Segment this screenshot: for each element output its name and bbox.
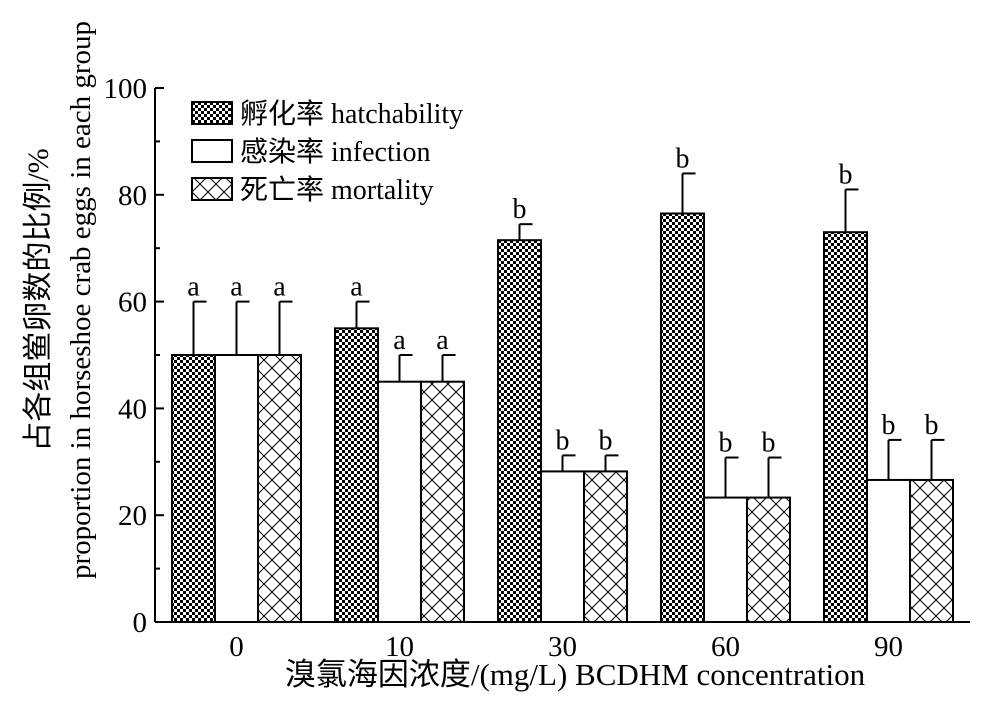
- bar: [377, 380, 422, 624]
- y-tick-label: 80: [118, 180, 147, 212]
- bars: a a a aa abb bbb bbb b: [171, 143, 954, 624]
- bar: [583, 470, 628, 623]
- bar: [497, 239, 542, 623]
- legend-swatch: [191, 177, 233, 201]
- bar: [746, 496, 791, 623]
- significance-label: a: [230, 272, 243, 303]
- significance-label: b: [882, 410, 896, 441]
- bar: [823, 231, 868, 623]
- significance-label: b: [762, 428, 776, 459]
- legend-label: 感染率 infection: [240, 136, 431, 168]
- y-tick-label: 100: [104, 73, 148, 105]
- bar: [703, 496, 748, 623]
- significance-label: b: [839, 159, 853, 190]
- y-tick-label: 0: [133, 607, 148, 639]
- significance-label: a: [436, 325, 449, 356]
- bar: [540, 470, 585, 623]
- legend-label: 死亡率 mortality: [240, 174, 434, 206]
- significance-label: b: [676, 143, 690, 174]
- x-axis-title: 溴氯海因浓度/(mg/L) BCDHM concentration: [285, 657, 866, 692]
- significance-label: a: [187, 272, 200, 303]
- y-tick-label: 40: [118, 393, 147, 425]
- significance-label: a: [350, 272, 363, 303]
- x-tick-label: 90: [874, 631, 903, 663]
- x-tick-label: 30: [548, 631, 577, 663]
- y-axis-title-cn: 占各组鲎卵数的比例/%: [22, 148, 55, 451]
- significance-label: b: [599, 425, 613, 456]
- significance-label: b: [513, 194, 527, 225]
- x-tick-label: 60: [711, 631, 740, 663]
- bar: [660, 212, 705, 624]
- bar: [257, 354, 302, 623]
- legend-label: 孵化率 hatchability: [240, 98, 463, 130]
- y-tick-label: 60: [118, 287, 147, 319]
- y-tick-label: 20: [118, 500, 147, 532]
- legend: 孵化率 hatchability 感染率 infection 死亡率 mortali…: [191, 98, 463, 206]
- significance-label: b: [719, 428, 733, 459]
- bar: [909, 478, 954, 623]
- legend-swatch: [191, 139, 233, 163]
- x-tick-label: 10: [385, 631, 414, 663]
- significance-label: b: [925, 410, 939, 441]
- bar: [171, 354, 216, 623]
- significance-label: a: [273, 272, 286, 303]
- bar: [866, 478, 911, 623]
- significance-label: a: [393, 325, 406, 356]
- legend-swatch: [191, 101, 233, 125]
- y-axis-title-en: proportion in horseshoe crab eggs in eac…: [65, 21, 97, 579]
- bar: [334, 327, 379, 623]
- significance-label: b: [556, 425, 570, 456]
- bar: [214, 354, 259, 623]
- x-tick-label: 0: [229, 631, 244, 663]
- bar: [420, 380, 465, 624]
